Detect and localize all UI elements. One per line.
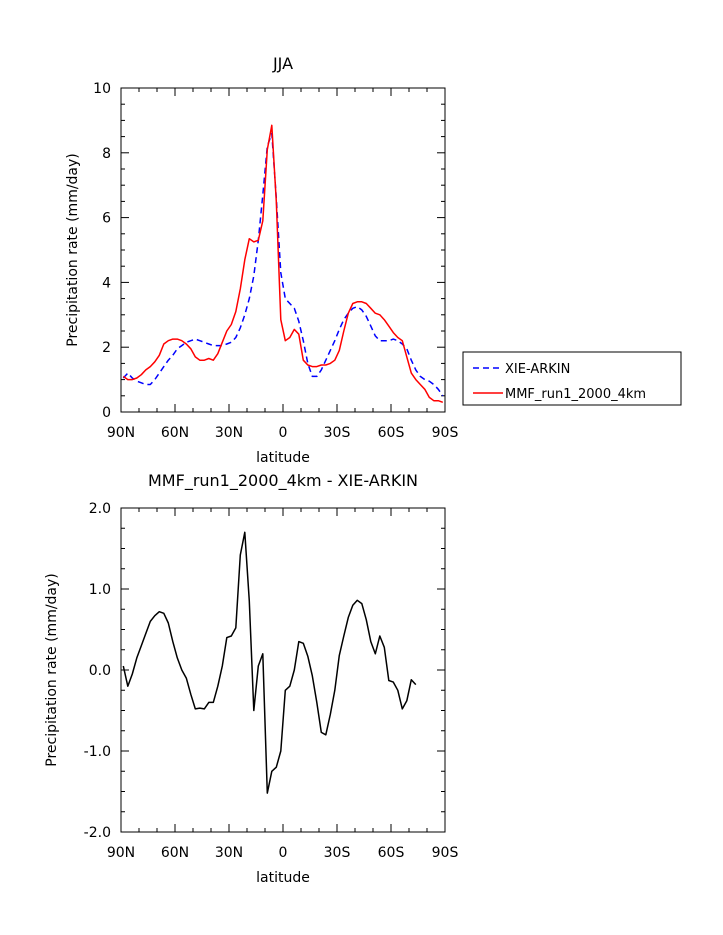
bottom-panel: MMF_run1_2000_4km - XIE-ARKIN -2.0 -1.0 0.… xyxy=(44,471,458,886)
bottom-y-axis: -2.0 -1.0 0.0 1.0 2.0 xyxy=(84,501,445,841)
top-y-tick-label: 2 xyxy=(102,340,111,356)
bottom-y-tick-label: 1.0 xyxy=(89,582,111,598)
bottom-series-line-0 xyxy=(122,531,417,794)
top-x-axis: 90N 60N 30N 0 30S 60S 90S xyxy=(107,88,459,441)
top-y-tick-label: 4 xyxy=(102,275,111,291)
legend-box xyxy=(462,351,682,406)
bottom-y-tick-label: 2.0 xyxy=(89,501,111,517)
top-x-tick-label: 90N xyxy=(107,425,135,441)
top-series-group xyxy=(122,124,444,404)
bottom-y-tick-label: 0.0 xyxy=(89,663,111,679)
top-x-axis-label: latitude xyxy=(256,450,310,466)
top-x-tick-label: 30S xyxy=(324,425,351,441)
bottom-x-tick-label: 90N xyxy=(107,845,135,861)
bottom-x-axis-label: latitude xyxy=(256,870,310,886)
legend-label-mmf: MMF_run1_2000_4km xyxy=(505,387,646,402)
top-y-axis: 0 2 4 6 8 10 xyxy=(93,81,445,421)
bottom-y-tick-label: -1.0 xyxy=(84,744,111,760)
legend: XIE-ARKIN MMF_run1_2000_4km xyxy=(462,351,682,406)
top-y-tick-label: 0 xyxy=(102,405,111,421)
top-y-axis-label: Precipitation rate (mm/day) xyxy=(65,153,81,347)
bottom-plot-frame xyxy=(120,507,446,833)
top-plot-frame xyxy=(120,87,446,413)
bottom-chart-title: MMF_run1_2000_4km - XIE-ARKIN xyxy=(148,471,418,491)
top-panel: JJA 0 2 4 6 8 10 90N 60N 30N 0 30S 60S 90S latitude… xyxy=(65,54,682,466)
bottom-x-tick-label: 60S xyxy=(378,845,405,861)
bottom-series-group xyxy=(122,531,417,794)
bottom-x-tick-label: 60N xyxy=(161,845,189,861)
top-x-tick-label: 60S xyxy=(378,425,405,441)
top-y-tick-label: 8 xyxy=(102,146,111,162)
top-chart-title: JJA xyxy=(272,54,293,73)
top-x-tick-label: 60N xyxy=(161,425,189,441)
bottom-x-tick-label: 0 xyxy=(279,845,288,861)
bottom-y-axis-label: Precipitation rate (mm/day) xyxy=(44,573,60,767)
bottom-x-tick-label: 30S xyxy=(324,845,351,861)
top-x-tick-label: 30N xyxy=(215,425,243,441)
top-y-tick-label: 10 xyxy=(93,81,111,97)
top-series-line-0 xyxy=(122,132,444,397)
bottom-x-tick-label: 30N xyxy=(215,845,243,861)
bottom-x-tick-label: 90S xyxy=(432,845,459,861)
bottom-x-axis: 90N 60N 30N 0 30S 60S 90S xyxy=(107,508,459,861)
legend-label-xie-arkin: XIE-ARKIN xyxy=(505,362,570,377)
top-series-line-1 xyxy=(122,124,444,404)
top-x-tick-label: 0 xyxy=(279,425,288,441)
top-x-tick-label: 90S xyxy=(432,425,459,441)
bottom-y-tick-label: -2.0 xyxy=(84,825,111,841)
top-y-tick-label: 6 xyxy=(102,211,111,227)
